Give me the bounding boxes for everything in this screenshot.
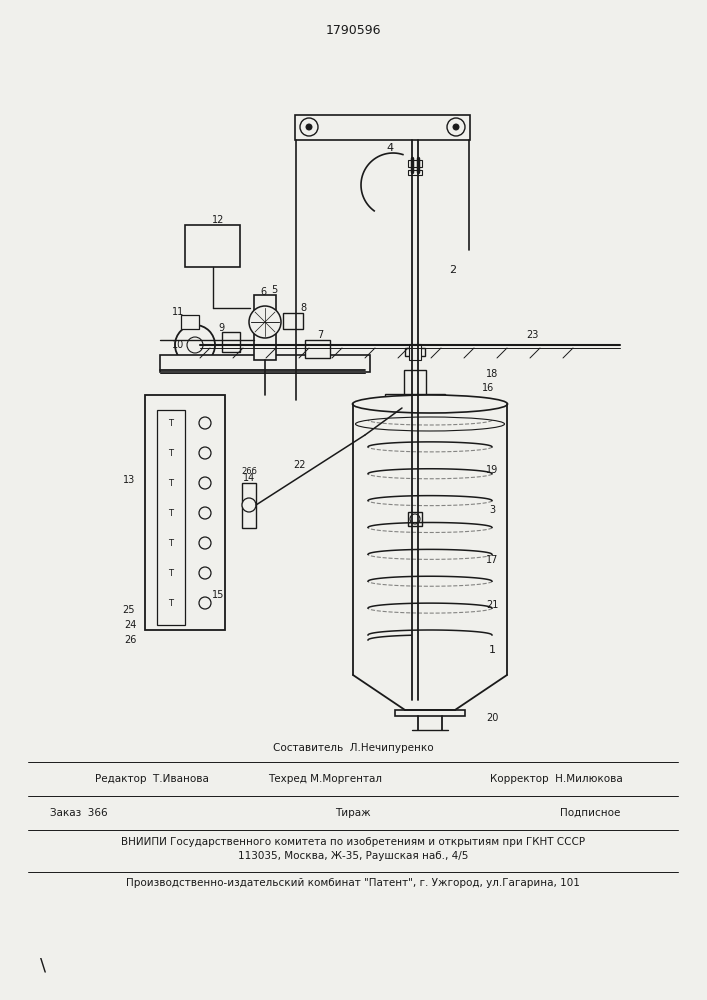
Text: 10: 10 xyxy=(172,340,184,350)
Circle shape xyxy=(249,306,281,338)
Text: 6: 6 xyxy=(260,287,266,297)
Bar xyxy=(160,355,370,372)
Bar xyxy=(305,340,330,358)
Circle shape xyxy=(175,325,215,365)
Bar xyxy=(408,170,422,175)
Circle shape xyxy=(199,447,211,459)
Bar xyxy=(385,394,445,402)
Circle shape xyxy=(199,537,211,549)
Circle shape xyxy=(199,477,211,489)
Bar xyxy=(283,313,303,329)
Bar xyxy=(181,315,199,329)
Text: Техред М.Моргентал: Техред М.Моргентал xyxy=(268,774,382,784)
Bar xyxy=(157,410,185,625)
Text: 9: 9 xyxy=(218,323,224,333)
Text: Составитель  Л.Нечипуренко: Составитель Л.Нечипуренко xyxy=(273,743,433,753)
Text: 11: 11 xyxy=(172,307,184,317)
Text: Заказ  366: Заказ 366 xyxy=(50,808,107,818)
Bar xyxy=(395,710,465,716)
Text: T: T xyxy=(168,448,173,458)
Bar xyxy=(408,512,422,526)
Text: 15: 15 xyxy=(212,590,224,600)
Text: 16: 16 xyxy=(482,383,494,393)
Bar xyxy=(242,483,256,528)
Text: 25: 25 xyxy=(122,605,135,615)
Text: 3: 3 xyxy=(489,505,495,515)
Bar xyxy=(409,344,421,360)
Bar xyxy=(185,225,240,267)
Text: Тираж: Тираж xyxy=(335,808,370,818)
Ellipse shape xyxy=(353,395,508,413)
Bar xyxy=(145,395,225,630)
Bar xyxy=(295,115,470,140)
Text: 8: 8 xyxy=(300,303,306,313)
Text: T: T xyxy=(168,598,173,607)
Text: 20: 20 xyxy=(486,713,498,723)
Text: 5: 5 xyxy=(271,285,277,295)
Circle shape xyxy=(199,597,211,609)
Circle shape xyxy=(453,124,459,130)
Bar xyxy=(408,160,422,167)
Bar xyxy=(405,348,425,356)
Text: 13: 13 xyxy=(123,475,135,485)
Bar xyxy=(254,295,276,360)
Circle shape xyxy=(306,124,312,130)
Text: 23: 23 xyxy=(526,330,538,340)
Text: 17: 17 xyxy=(486,555,498,565)
Text: T: T xyxy=(168,538,173,548)
Text: 1790596: 1790596 xyxy=(325,23,381,36)
Text: 21: 21 xyxy=(486,600,498,610)
Text: 18: 18 xyxy=(486,369,498,379)
Circle shape xyxy=(242,498,256,512)
Text: 26б: 26б xyxy=(241,468,257,477)
Text: 19: 19 xyxy=(486,465,498,475)
Text: T: T xyxy=(168,479,173,488)
Text: T: T xyxy=(168,508,173,518)
Text: \: \ xyxy=(40,956,46,974)
Text: 24: 24 xyxy=(124,620,137,630)
Text: 12: 12 xyxy=(212,215,224,225)
Text: Корректор  Н.Милюкова: Корректор Н.Милюкова xyxy=(490,774,623,784)
Bar xyxy=(222,332,240,352)
Text: Подписное: Подписное xyxy=(560,808,620,818)
Text: T: T xyxy=(168,568,173,578)
Circle shape xyxy=(199,417,211,429)
Text: T: T xyxy=(168,418,173,428)
Text: 4: 4 xyxy=(387,143,394,153)
Text: 2: 2 xyxy=(450,265,457,275)
Text: 1: 1 xyxy=(489,645,496,655)
Text: 113035, Москва, Ж-35, Раушская наб., 4/5: 113035, Москва, Ж-35, Раушская наб., 4/5 xyxy=(238,851,468,861)
Circle shape xyxy=(199,567,211,579)
Bar xyxy=(404,370,426,400)
Circle shape xyxy=(199,507,211,519)
Text: ВНИИПИ Государственного комитета по изобретениям и открытиям при ГКНТ СССР: ВНИИПИ Государственного комитета по изоб… xyxy=(121,837,585,847)
Text: 22: 22 xyxy=(293,460,306,470)
Text: Редактор  Т.Иванова: Редактор Т.Иванова xyxy=(95,774,209,784)
Text: 26: 26 xyxy=(124,635,137,645)
Circle shape xyxy=(187,337,203,353)
Text: Производственно-издательский комбинат "Патент", г. Ужгород, ул.Гагарина, 101: Производственно-издательский комбинат "П… xyxy=(126,878,580,888)
Text: 14: 14 xyxy=(243,473,255,483)
Text: 7: 7 xyxy=(317,330,323,340)
